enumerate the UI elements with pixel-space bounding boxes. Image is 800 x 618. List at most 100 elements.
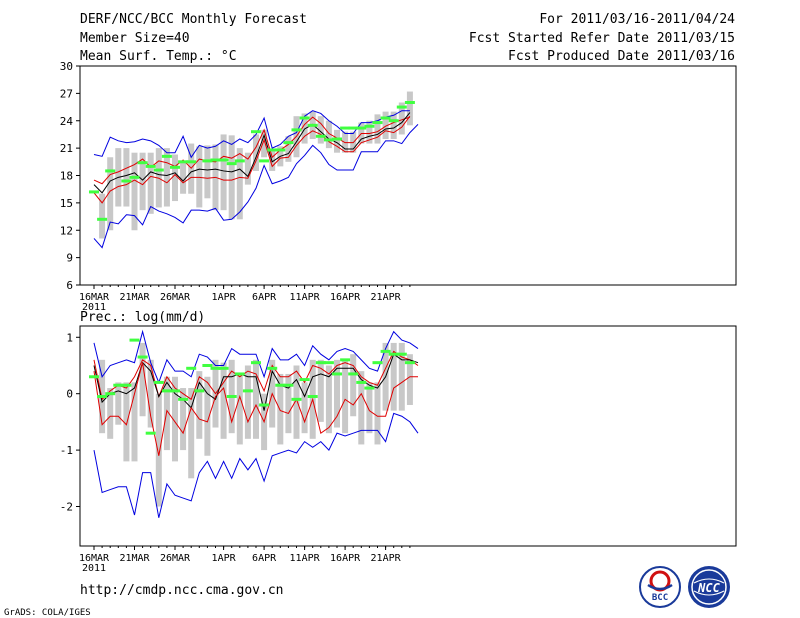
ensemble-box (244, 365, 251, 439)
x-tick-label: 6APR (252, 553, 277, 564)
year-label: 2011 (82, 563, 106, 574)
y-tick-label: 30 (60, 60, 73, 73)
ensemble-box (204, 376, 211, 456)
member-size: Member Size=40 (80, 31, 190, 46)
ensemble-box (390, 342, 397, 411)
ensemble-box (188, 388, 195, 479)
forecast-started-date: Fcst Started Refer Date 2011/03/15 (468, 31, 735, 46)
variable-label: Mean Surf. Temp.: °C (80, 49, 237, 64)
chart-title: DERF/NCC/BCC Monthly Forecast (80, 12, 307, 27)
ensemble-box (163, 148, 170, 207)
ensemble-box (334, 359, 340, 428)
x-tick-label: 1APR (212, 292, 237, 303)
ensemble-box (334, 129, 340, 153)
ensemble-box (147, 359, 154, 428)
ensemble-box (398, 102, 405, 135)
ensemble-box (325, 120, 332, 149)
ensemble-box (390, 111, 397, 139)
x-tick-label: 16MAR (79, 292, 110, 303)
ensemble-box (253, 359, 259, 439)
x-tick-label: 21APR (371, 553, 402, 564)
ensemble-box (325, 365, 332, 434)
ensemble-box (172, 154, 178, 202)
series-ensemble-max (93, 329, 419, 384)
ensemble-box (131, 382, 138, 462)
ensemble-box (366, 382, 373, 434)
plot-frame (79, 325, 737, 547)
source-url: http://cmdp.ncc.cma.gov.cn (80, 583, 284, 598)
ensemble-box (317, 359, 324, 422)
ensemble-box (172, 376, 178, 462)
x-tick-label: 21MAR (119, 553, 150, 564)
ensemble-box (342, 359, 349, 434)
x-tick-label: 26MAR (160, 292, 191, 303)
x-tick-label: 1APR (212, 553, 237, 564)
x-tick-label: 11APR (290, 292, 321, 303)
ensemble-box (285, 136, 292, 162)
ncc-logo-text: NCC (697, 581, 720, 595)
ensemble-box (220, 134, 227, 211)
y-tick-label: 21 (60, 142, 73, 155)
ensemble-box (155, 393, 162, 507)
ensemble-box (406, 91, 413, 126)
ensemble-box (147, 152, 154, 214)
ensemble-box (293, 365, 300, 439)
x-tick-label: 16MAR (79, 553, 110, 564)
precipitation-panel: -2 -1 0 1 16MAR 21MAR 26MAR 1APR 6APR 11APR 16APR 2… (60, 325, 737, 574)
bcc-logo: BCC (639, 566, 681, 608)
ensemble-box (180, 388, 187, 451)
ensemble-box (228, 135, 235, 220)
forecast-period: For 2011/03/16-2011/04/24 (539, 12, 735, 27)
ensemble-box (253, 134, 259, 171)
temperature-panel: 6 9 12 15 18 21 24 27 30 16MAR 21MAR 26MAR 1APR 6APR 1… (60, 60, 737, 313)
y-tick-label: 1 (66, 331, 73, 344)
series-ensemble-min (93, 412, 419, 518)
ensemble-box (350, 354, 357, 417)
x-tick-label: 26MAR (160, 553, 191, 564)
ensemble-box (180, 161, 187, 194)
grads-credit: GrADS: COLA/IGES (4, 608, 91, 618)
y-tick-label: 12 (60, 224, 73, 237)
ensemble-box (358, 371, 365, 445)
ensemble-box (374, 382, 381, 445)
series-lower-spread (93, 362, 418, 456)
x-tick-label: 6APR (252, 292, 277, 303)
y-tick-label: -1 (60, 444, 73, 457)
ensemble-box (301, 382, 308, 434)
ensemble-box (382, 111, 389, 139)
ensemble-box (204, 145, 211, 199)
x-tick-label: 11APR (290, 553, 321, 564)
ensemble-box (277, 373, 284, 445)
year-label: 2011 (82, 302, 106, 313)
x-tick-label: 16APR (330, 553, 361, 564)
series-ensemble-min (93, 124, 419, 249)
x-tick-label: 21MAR (119, 292, 150, 303)
ensemble-box (285, 373, 292, 434)
ensemble-box (261, 129, 268, 158)
ensemble-box (406, 354, 413, 405)
ensemble-box (123, 382, 130, 462)
ensemble-box (107, 388, 114, 439)
ensemble-box (123, 148, 130, 207)
x-tick-label: 21APR (371, 292, 402, 303)
ensemble-box (115, 382, 122, 425)
ensemble-box (236, 373, 243, 445)
ensemble-box (139, 342, 146, 417)
y-tick-label: 6 (66, 279, 73, 292)
ensemble-box (107, 157, 114, 231)
precip-panel-title: Prec.: log(mm/d) (80, 310, 205, 325)
ensemble-box (366, 120, 373, 144)
ensemble-box (131, 152, 138, 231)
series-ensemble-mean (93, 112, 411, 194)
ensemble-box (398, 342, 405, 411)
y-tick-label: 18 (60, 170, 73, 183)
ensemble-box (374, 114, 381, 144)
ensemble-box (220, 362, 227, 439)
ncc-logo: NCC (688, 566, 730, 608)
y-tick-label: 9 (66, 252, 73, 265)
ensemble-box (139, 152, 146, 211)
y-tick-label: 0 (66, 388, 73, 401)
y-tick-label: 27 (60, 87, 73, 100)
ensemble-box (236, 148, 243, 220)
series-upper-spread (93, 350, 419, 401)
